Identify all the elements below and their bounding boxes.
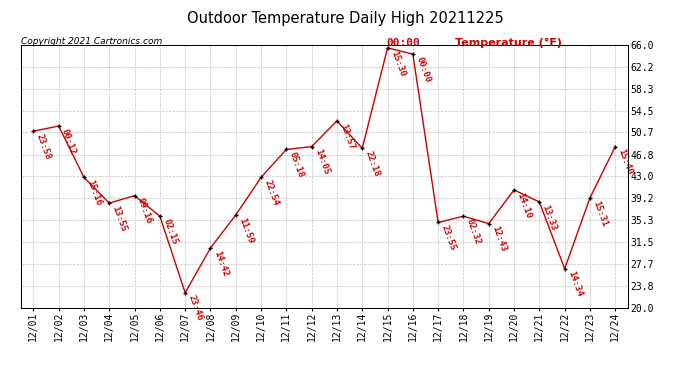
Text: 22:18: 22:18 [364, 150, 382, 178]
Text: 14:34: 14:34 [566, 270, 584, 298]
Text: Copyright 2021 Cartronics.com: Copyright 2021 Cartronics.com [21, 38, 162, 46]
Text: 13:57: 13:57 [338, 122, 356, 151]
Text: 02:32: 02:32 [465, 217, 482, 246]
Text: 05:18: 05:18 [288, 151, 306, 179]
Text: 13:55: 13:55 [110, 204, 128, 233]
Text: 02:15: 02:15 [161, 217, 179, 246]
Text: Outdoor Temperature Daily High 20211225: Outdoor Temperature Daily High 20211225 [186, 11, 504, 26]
Text: 15:31: 15:31 [591, 200, 609, 228]
Text: 15:40: 15:40 [617, 148, 634, 176]
Text: 15:16: 15:16 [86, 179, 103, 207]
Text: 12:43: 12:43 [490, 225, 508, 254]
Text: 00:12: 00:12 [60, 128, 78, 156]
Text: 23:46: 23:46 [186, 294, 204, 322]
Text: 00:00: 00:00 [414, 56, 432, 84]
Text: 15:30: 15:30 [389, 49, 406, 78]
Text: Temperature (°F): Temperature (°F) [455, 38, 562, 48]
Text: 23:55: 23:55 [440, 224, 457, 252]
Text: 14:05: 14:05 [313, 148, 331, 176]
Text: 23:58: 23:58 [34, 132, 52, 161]
Text: 14:42: 14:42 [212, 249, 230, 278]
Text: 14:10: 14:10 [515, 191, 533, 220]
Text: 13:33: 13:33 [541, 203, 558, 232]
Text: 09:16: 09:16 [136, 197, 154, 225]
Text: 11:59: 11:59 [237, 216, 255, 245]
Text: 00:00: 00:00 [386, 38, 420, 48]
Text: 22:54: 22:54 [262, 179, 280, 207]
